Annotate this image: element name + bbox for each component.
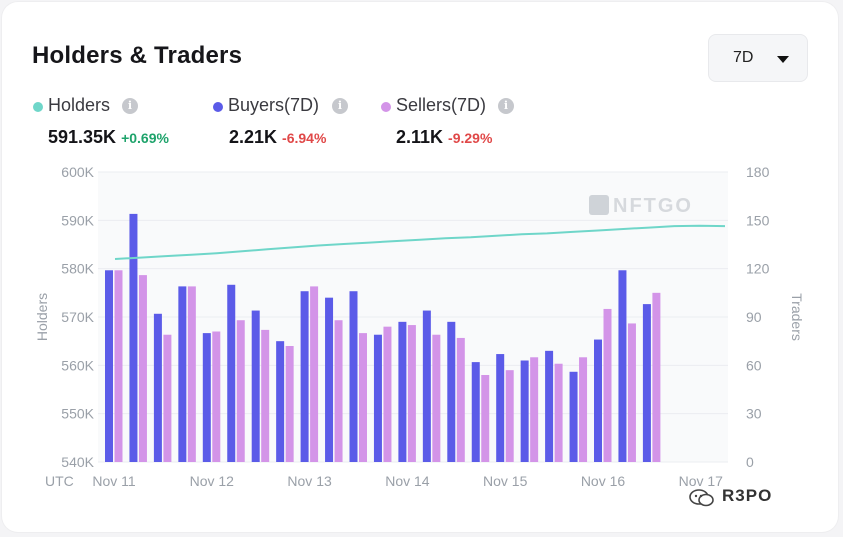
bar-buyers[interactable] [569, 371, 578, 462]
bar-sellers[interactable] [261, 329, 270, 462]
sellers-dot-icon [381, 102, 391, 112]
bar-sellers[interactable] [187, 286, 196, 462]
buyers-stat: 2.21K -6.94% [229, 127, 326, 148]
chart-watermark: NFTGO [613, 195, 693, 217]
bar-buyers[interactable] [251, 310, 260, 462]
time-range-value: 7D [733, 49, 754, 66]
bar-sellers[interactable] [383, 326, 392, 462]
bar-buyers[interactable] [325, 297, 334, 462]
right-tick-label: 0 [746, 454, 754, 470]
legend-holders-label: Holders [48, 95, 111, 115]
bar-sellers[interactable] [285, 346, 294, 462]
info-icon[interactable]: i [122, 98, 138, 114]
bar-buyers[interactable] [349, 291, 358, 462]
buyers-change: -6.94% [282, 130, 327, 146]
left-tick-label: 600K [61, 164, 94, 180]
chart-title: Holders & Traders [32, 42, 243, 69]
bar-buyers[interactable] [520, 360, 529, 463]
bar-buyers[interactable] [594, 339, 602, 462]
right-tick-label: 180 [746, 164, 770, 180]
x-tick-label: Nov 14 [385, 473, 430, 489]
bar-buyers[interactable] [618, 270, 627, 462]
bar-sellers[interactable] [652, 292, 661, 462]
bar-buyers[interactable] [105, 270, 113, 462]
bar-buyers[interactable] [300, 291, 309, 462]
bar-sellers[interactable] [481, 375, 490, 462]
footer-watermark: R3PO [722, 486, 773, 505]
bar-buyers[interactable] [642, 304, 651, 462]
bar-sellers[interactable] [603, 308, 612, 462]
bar-sellers[interactable] [138, 275, 147, 462]
bar-buyers[interactable] [447, 321, 456, 462]
left-axis-title: Holders [34, 293, 50, 341]
bar-buyers[interactable] [202, 333, 211, 462]
bar-sellers[interactable] [236, 320, 245, 462]
legend-sellers-label: Sellers(7D) [396, 95, 487, 115]
buyers-value: 2.21K [229, 127, 278, 147]
legend-buyers-label: Buyers(7D) [228, 95, 320, 115]
x-tick-label: Nov 17 [679, 473, 724, 489]
x-tick-label: Nov 12 [190, 473, 235, 489]
bar-sellers[interactable] [359, 333, 367, 462]
bar-buyers[interactable] [398, 321, 407, 462]
right-tick-label: 120 [746, 261, 770, 277]
holders-line[interactable] [114, 224, 726, 260]
sellers-change: -9.29% [448, 130, 493, 146]
bar-buyers[interactable] [276, 341, 285, 462]
x-tick-label: Nov 15 [483, 473, 528, 489]
bar-sellers[interactable] [554, 363, 563, 462]
bar-sellers[interactable] [334, 320, 343, 462]
bar-sellers[interactable] [505, 370, 514, 462]
holders-change: +0.69% [121, 130, 169, 146]
right-tick-label: 30 [746, 406, 762, 422]
right-tick-label: 150 [746, 212, 770, 228]
right-tick-label: 90 [746, 309, 762, 325]
time-range-dropdown[interactable]: 7D [708, 34, 808, 82]
info-icon[interactable]: i [332, 98, 348, 114]
x-tick-label: Nov 16 [581, 473, 626, 489]
info-icon[interactable]: i [498, 98, 514, 114]
x-tick-label: Nov 13 [287, 473, 332, 489]
left-tick-label: 570K [61, 309, 94, 325]
holders-dot-icon [33, 102, 43, 112]
timezone-label: UTC [45, 473, 74, 489]
bar-buyers[interactable] [129, 213, 138, 462]
left-tick-label: 590K [61, 212, 94, 228]
bar-buyers[interactable] [471, 362, 480, 462]
bar-buyers[interactable] [178, 286, 187, 462]
bar-sellers[interactable] [530, 357, 539, 462]
bar-buyers[interactable] [496, 354, 505, 462]
sellers-stat: 2.11K -9.29% [396, 127, 492, 148]
bar-sellers[interactable] [407, 325, 416, 462]
left-tick-label: 550K [61, 406, 94, 422]
x-tick-label: Nov 11 [92, 473, 136, 489]
nftgo-logo-icon [589, 195, 609, 215]
right-tick-label: 60 [746, 357, 762, 373]
bar-sellers[interactable] [432, 334, 441, 462]
bar-sellers[interactable] [456, 337, 465, 462]
left-tick-label: 540K [61, 454, 94, 470]
holders-stat: 591.35K +0.69% [48, 127, 169, 148]
bar-sellers[interactable] [114, 270, 123, 462]
wechat-icon [689, 489, 714, 507]
holders-value: 591.35K [48, 127, 117, 147]
bar-sellers[interactable] [579, 357, 588, 462]
right-axis-title: Traders [789, 293, 805, 341]
bar-buyers[interactable] [373, 334, 382, 462]
bar-buyers[interactable] [153, 313, 162, 462]
bar-sellers[interactable] [212, 331, 221, 463]
left-tick-label: 560K [61, 357, 94, 373]
bar-buyers[interactable] [422, 310, 431, 462]
bar-sellers[interactable] [163, 334, 172, 462]
chevron-down-icon [777, 56, 789, 63]
bar-buyers[interactable] [227, 284, 236, 462]
bar-buyers[interactable] [545, 350, 554, 462]
bar-sellers[interactable] [627, 323, 636, 462]
bar-sellers[interactable] [310, 286, 319, 462]
buyers-dot-icon [213, 102, 223, 112]
left-tick-label: 580K [61, 261, 94, 277]
sellers-value: 2.11K [396, 127, 444, 147]
